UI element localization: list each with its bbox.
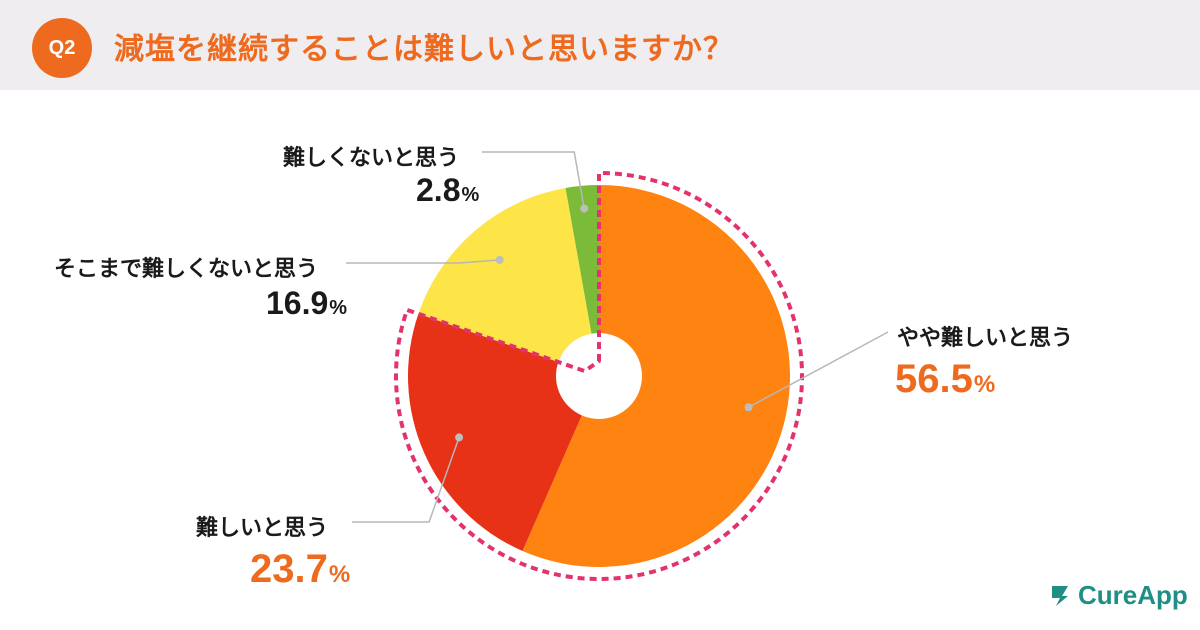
connector-dot-not-difficult <box>580 204 589 213</box>
connector-line-not-that-difficult <box>346 259 500 264</box>
question-badge: Q2 <box>32 18 92 78</box>
connector-line-slightly-difficult <box>748 331 889 408</box>
value-label-slightly-difficult: 56.5% <box>895 357 996 401</box>
donut-hole <box>556 333 642 419</box>
legend-label-not-difficult: 難しくないと思う <box>283 146 460 171</box>
cureapp-logo: CureApp <box>1046 580 1188 611</box>
pie-slice-difficult <box>408 313 599 552</box>
pie-slice-not-difficult <box>565 185 599 376</box>
cureapp-logo-icon <box>1052 585 1068 606</box>
connector-line-not-difficult <box>482 151 585 209</box>
logo-text: CureApp <box>1078 580 1188 610</box>
value-label-not-that-difficult: 16.9% <box>266 285 348 321</box>
pie-slice-not-that-difficult <box>418 187 599 376</box>
connector-line-difficult <box>352 437 460 523</box>
header-bar: Q2 減塩を継続することは難しいと思いますか？ <box>0 0 1200 90</box>
value-label-not-difficult: 2.8% <box>416 172 480 208</box>
pie-slice-slightly-difficult <box>522 185 790 567</box>
connector-dot-difficult <box>455 433 464 442</box>
legend-label-difficult: 難しいと思う <box>196 516 329 541</box>
legend-label-not-that-difficult: そこまで難しくないと思う <box>54 257 319 282</box>
connector-dot-slightly-difficult <box>744 403 753 412</box>
page-title: 減塩を継続することは難しいと思いますか？ <box>114 32 734 67</box>
value-label-difficult: 23.7% <box>250 547 351 591</box>
connector-dot-not-that-difficult <box>495 255 504 264</box>
legend-label-slightly-difficult: やや難しいと思う <box>897 326 1074 351</box>
